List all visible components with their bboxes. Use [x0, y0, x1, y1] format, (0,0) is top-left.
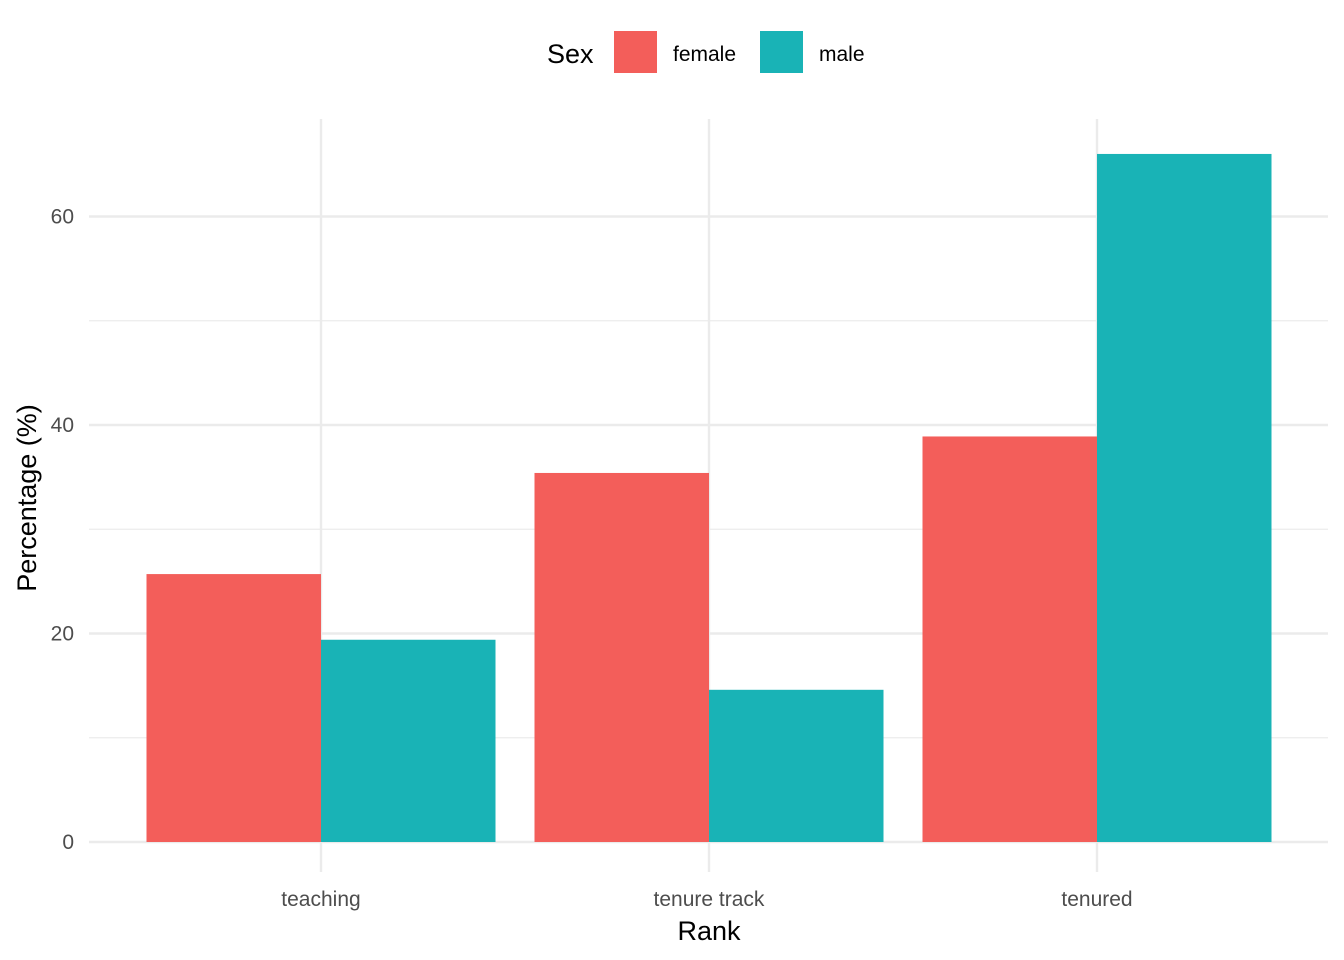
y-axis-ticks: 0 20 40 60 — [51, 206, 74, 855]
legend: Sex female male — [547, 31, 865, 73]
x-tick-label: tenure track — [654, 888, 765, 911]
bar-male-0 — [321, 639, 496, 842]
legend-swatch-male — [760, 31, 803, 73]
bar-female-2 — [922, 436, 1097, 842]
x-axis-ticks: teaching tenure track tenured — [281, 888, 1132, 911]
y-axis-title: Percentage (%) — [12, 404, 42, 592]
bar-female-1 — [534, 472, 709, 842]
y-tick-label: 40 — [51, 414, 74, 437]
legend-label-male: male — [819, 43, 865, 66]
bar-female-0 — [146, 574, 321, 842]
x-tick-label: teaching — [281, 888, 360, 911]
y-tick-label: 0 — [62, 831, 74, 854]
legend-label-female: female — [673, 43, 736, 66]
bars — [146, 153, 1272, 842]
legend-title: Sex — [547, 39, 594, 69]
bar-male-1 — [709, 689, 884, 842]
legend-swatch-female — [614, 31, 657, 73]
x-tick-label: tenured — [1061, 888, 1132, 911]
bar-male-2 — [1097, 153, 1272, 842]
x-axis-title: Rank — [677, 916, 741, 946]
y-tick-label: 60 — [51, 206, 74, 229]
y-tick-label: 20 — [51, 623, 74, 646]
